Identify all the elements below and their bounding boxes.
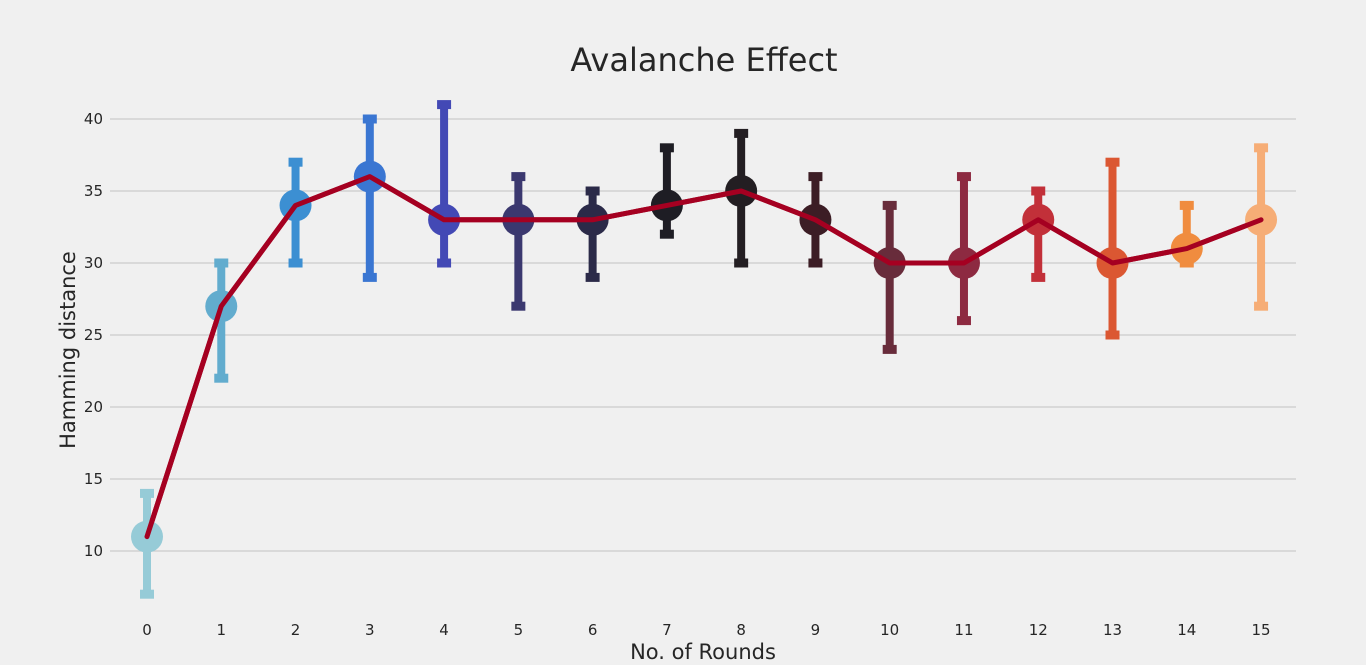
grid — [110, 118, 1296, 552]
error-cap-bottom — [511, 301, 526, 311]
error-cap-top — [734, 128, 749, 138]
error-cap-bottom — [659, 229, 674, 239]
error-cap-top — [1031, 186, 1046, 196]
series-line-overlay — [144, 174, 1264, 540]
x-tick-label: 14 — [1177, 621, 1196, 639]
y-tick-label: 25 — [84, 326, 103, 344]
error-cap-top — [437, 100, 452, 110]
chart-title: Avalanche Effect — [570, 41, 837, 79]
y-tick-label: 10 — [84, 542, 103, 560]
error-cap-bottom — [437, 258, 452, 268]
y-tick-label: 40 — [84, 110, 103, 128]
x-tick-label: 11 — [954, 621, 973, 639]
x-tick-label: 6 — [588, 621, 598, 639]
error-cap-bottom — [1031, 272, 1046, 282]
error-cap-top — [511, 172, 526, 182]
x-ticks: 0 1 2 3 4 5 6 7 8 9 10 11 12 13 14 15 — [142, 621, 1270, 639]
error-cap-bottom — [808, 258, 823, 268]
x-tick-label: 5 — [514, 621, 524, 639]
x-tick-label: 15 — [1252, 621, 1271, 639]
error-cap-bottom — [288, 258, 303, 268]
x-tick-label: 8 — [736, 621, 746, 639]
error-cap-top — [140, 488, 154, 498]
error-cap-bottom — [585, 272, 600, 282]
x-tick-label: 12 — [1029, 621, 1048, 639]
data-points — [131, 160, 1278, 553]
error-cap-top — [585, 186, 600, 196]
y-tick-label: 30 — [84, 254, 103, 272]
x-axis-label: No. of Rounds — [630, 640, 776, 664]
error-cap-top — [808, 172, 823, 182]
error-cap-bottom — [956, 316, 971, 326]
x-tick-label: 10 — [880, 621, 899, 639]
error-cap-bottom — [882, 344, 897, 354]
error-cap-top — [214, 258, 229, 268]
error-cap-top — [956, 172, 971, 182]
x-tick-label: 13 — [1103, 621, 1122, 639]
error-cap-bottom — [214, 373, 229, 383]
x-tick-label: 1 — [216, 621, 226, 639]
y-tick-label: 20 — [84, 398, 103, 416]
error-cap-top — [659, 143, 674, 153]
error-cap-top — [1254, 143, 1269, 153]
error-cap-top — [1179, 200, 1194, 210]
error-cap-top — [288, 157, 303, 167]
x-tick-label: 3 — [365, 621, 375, 639]
error-cap-bottom — [1105, 330, 1120, 340]
y-tick-label: 15 — [84, 470, 103, 488]
x-tick-label: 4 — [439, 621, 449, 639]
error-cap-top — [362, 114, 377, 124]
error-cap-bottom — [140, 589, 154, 599]
series-line — [144, 174, 1264, 540]
error-cap-top — [1105, 157, 1120, 167]
y-axis-label: Hamming distance — [56, 251, 80, 449]
y-ticks: 10 15 20 25 30 35 40 — [84, 110, 103, 560]
x-tick-label: 9 — [811, 621, 821, 639]
y-tick-label: 35 — [84, 182, 103, 200]
error-cap-bottom — [362, 272, 377, 282]
error-cap-bottom — [734, 258, 749, 268]
x-tick-label: 7 — [662, 621, 672, 639]
error-cap-top — [882, 200, 897, 210]
error-bars — [140, 100, 1269, 599]
series-lines — [144, 174, 1264, 540]
x-tick-label: 0 — [142, 621, 152, 639]
error-cap-bottom — [1254, 301, 1269, 311]
x-tick-label: 2 — [291, 621, 301, 639]
